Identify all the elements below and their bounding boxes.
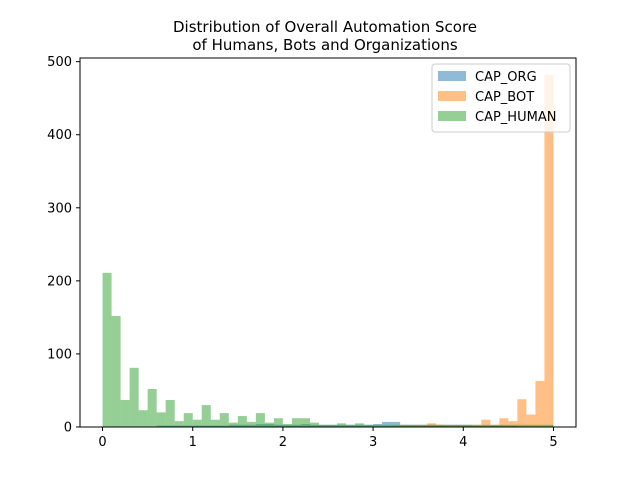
bar bbox=[481, 419, 491, 427]
y-tick-label: 0 bbox=[64, 421, 72, 436]
bar bbox=[156, 412, 166, 427]
x-tick-label: 5 bbox=[549, 435, 557, 450]
bar bbox=[318, 424, 328, 427]
bar bbox=[472, 424, 482, 427]
bar bbox=[391, 421, 401, 427]
bar bbox=[309, 422, 319, 427]
axes: 0 1 2 3 4 5 0 100 200 300 400 500 bbox=[47, 55, 577, 450]
bar bbox=[409, 424, 419, 427]
bar bbox=[246, 421, 256, 427]
bar bbox=[165, 399, 175, 427]
bar bbox=[273, 418, 283, 427]
bar bbox=[517, 399, 527, 427]
bar bbox=[382, 421, 392, 427]
bar bbox=[391, 424, 401, 427]
bar bbox=[219, 413, 229, 427]
bar bbox=[120, 399, 130, 427]
legend: CAP_ORG CAP_BOT CAP_HUMAN bbox=[431, 63, 571, 133]
bar bbox=[129, 367, 139, 427]
legend-label: CAP_ORG bbox=[475, 70, 537, 85]
bar bbox=[364, 424, 374, 427]
bar bbox=[535, 380, 545, 427]
bar bbox=[237, 416, 247, 427]
series-cap-human bbox=[102, 272, 554, 427]
y-tick-label: 100 bbox=[47, 347, 72, 362]
legend-label: CAP_HUMAN bbox=[475, 110, 556, 125]
bar bbox=[544, 424, 554, 427]
x-tick-label: 2 bbox=[279, 435, 287, 450]
bar bbox=[517, 424, 527, 427]
bar bbox=[526, 414, 536, 427]
x-tick-label: 1 bbox=[189, 435, 197, 450]
legend-box bbox=[431, 63, 571, 133]
bar bbox=[526, 424, 536, 427]
x-tick-label: 0 bbox=[98, 435, 106, 450]
chart-title-line-2: of Humans, Bots and Organizations bbox=[192, 36, 457, 54]
bar bbox=[210, 419, 220, 427]
bar bbox=[436, 424, 446, 427]
y-tick-label: 400 bbox=[47, 128, 72, 143]
legend-swatch bbox=[438, 71, 466, 81]
bar bbox=[382, 424, 392, 427]
bar bbox=[328, 424, 338, 427]
bar bbox=[282, 424, 292, 427]
x-tick-label: 3 bbox=[369, 435, 377, 450]
bar bbox=[490, 424, 500, 427]
bar bbox=[337, 423, 347, 427]
y-tick-label: 500 bbox=[47, 55, 72, 70]
bar bbox=[355, 423, 365, 427]
bar bbox=[102, 272, 112, 427]
bar bbox=[183, 413, 193, 427]
bar bbox=[535, 424, 545, 427]
bar bbox=[499, 418, 509, 427]
bar bbox=[418, 424, 428, 427]
axes-frame bbox=[79, 57, 577, 428]
bar bbox=[264, 422, 274, 427]
histogram-bars bbox=[102, 74, 554, 427]
y-tick-label: 200 bbox=[47, 274, 72, 289]
y-tick-label: 300 bbox=[47, 201, 72, 216]
bar bbox=[445, 424, 455, 427]
bar bbox=[138, 410, 148, 427]
bar bbox=[481, 424, 491, 427]
bar bbox=[454, 424, 464, 427]
bar bbox=[499, 424, 509, 427]
bar bbox=[291, 418, 301, 427]
bar bbox=[463, 424, 473, 427]
bar bbox=[544, 74, 554, 427]
bar bbox=[508, 421, 518, 427]
bar bbox=[192, 419, 202, 427]
bar bbox=[111, 315, 121, 427]
legend-label: CAP_BOT bbox=[475, 90, 534, 105]
legend-swatch bbox=[438, 111, 466, 121]
bar bbox=[508, 424, 518, 427]
bar bbox=[400, 424, 410, 427]
x-tick-label: 4 bbox=[459, 435, 467, 450]
bar bbox=[174, 421, 184, 427]
bar bbox=[201, 405, 211, 427]
bar bbox=[373, 424, 383, 427]
chart-title-line-1: Distribution of Overall Automation Score bbox=[173, 18, 477, 36]
bar bbox=[147, 389, 157, 427]
bar bbox=[427, 424, 437, 427]
bar bbox=[300, 418, 310, 427]
legend-swatch bbox=[438, 91, 466, 101]
bar bbox=[255, 413, 265, 427]
bar bbox=[346, 424, 356, 427]
bar bbox=[228, 422, 238, 427]
